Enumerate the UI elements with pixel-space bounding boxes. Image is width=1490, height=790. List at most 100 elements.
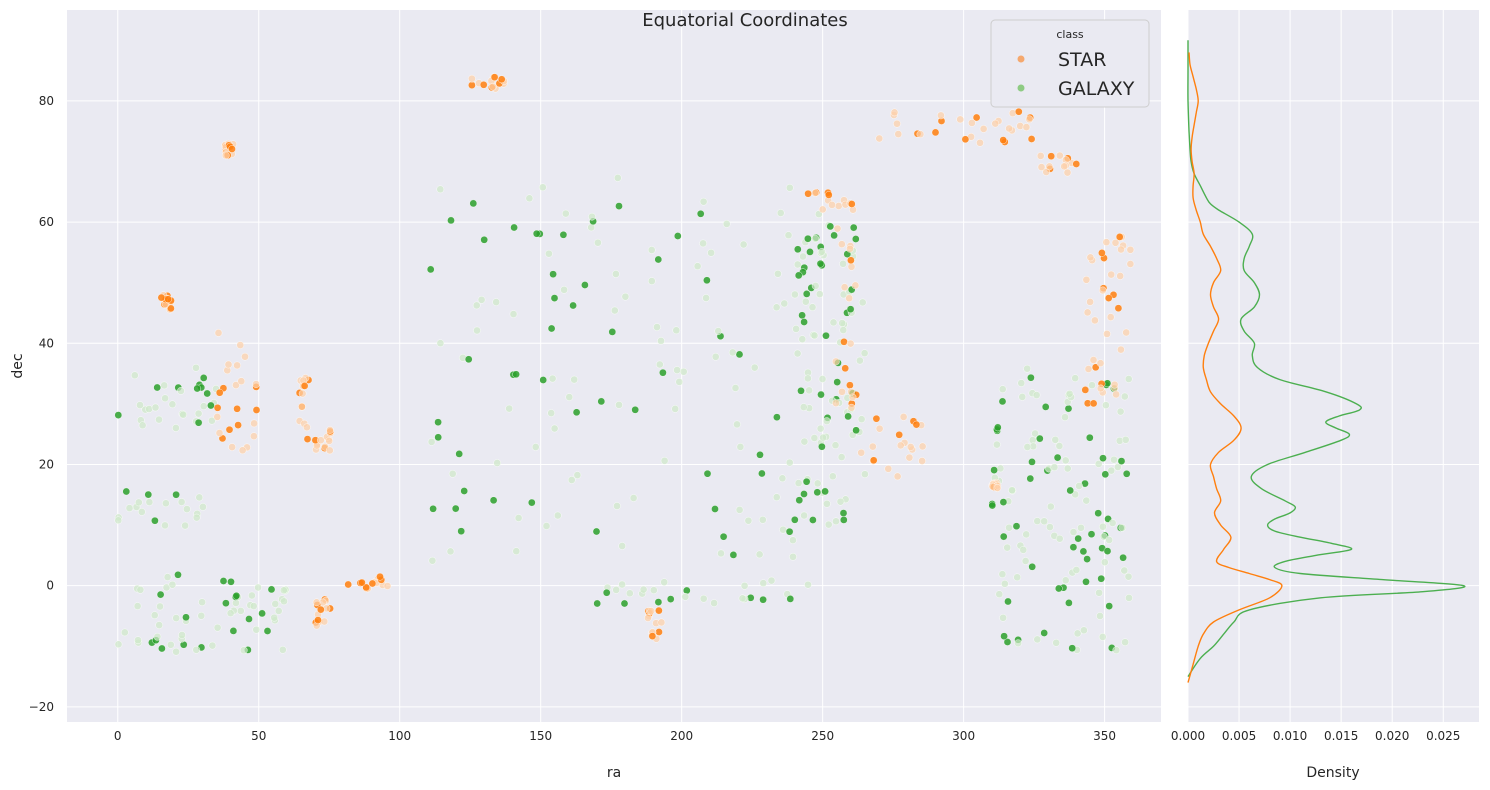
- data-point: [1055, 442, 1064, 450]
- data-point: [844, 412, 852, 421]
- data-point: [174, 571, 182, 579]
- data-point: [823, 417, 831, 425]
- data-point: [654, 255, 663, 264]
- data-point: [477, 295, 486, 304]
- data-point: [1082, 578, 1090, 586]
- data-point: [858, 298, 867, 307]
- data-point: [468, 81, 476, 89]
- data-point: [1072, 566, 1081, 574]
- data-point: [167, 304, 175, 313]
- data-point: [602, 588, 611, 597]
- data-point: [208, 641, 217, 650]
- data-point: [279, 586, 288, 595]
- data-point: [232, 381, 240, 389]
- data-point: [838, 319, 847, 327]
- data-point: [1103, 330, 1111, 338]
- data-point: [1036, 152, 1045, 160]
- data-point: [1126, 245, 1135, 254]
- data-point: [362, 583, 371, 592]
- scatter-x-ticks: 0 50 100 150 200 250 300 350: [114, 729, 1116, 743]
- data-point: [1096, 359, 1105, 368]
- density-line-star: [1187, 52, 1283, 683]
- data-point: [162, 499, 170, 508]
- data-point: [711, 352, 720, 361]
- density-plot-area: [1188, 10, 1479, 722]
- data-point: [800, 511, 808, 520]
- data-point: [248, 591, 256, 600]
- data-point: [429, 504, 437, 513]
- data-point: [479, 81, 488, 89]
- data-point: [849, 223, 858, 232]
- legend-title: class: [1056, 28, 1084, 41]
- data-point: [1082, 496, 1091, 505]
- data-point: [550, 294, 559, 302]
- data-point: [1089, 399, 1098, 408]
- data-point: [683, 586, 691, 595]
- data-point: [780, 299, 789, 308]
- data-point: [621, 292, 630, 301]
- data-point: [995, 590, 1004, 599]
- data-point: [833, 378, 842, 386]
- data-point: [312, 598, 321, 607]
- scatter-y-tick-label: 0: [46, 579, 54, 593]
- data-point: [1124, 375, 1133, 383]
- scatter-x-axis-label: ra: [607, 765, 621, 781]
- data-point: [968, 119, 976, 127]
- data-point: [672, 326, 681, 335]
- data-point: [800, 318, 808, 326]
- data-point: [219, 577, 228, 585]
- data-point: [215, 429, 224, 437]
- data-point: [1037, 163, 1046, 171]
- density-x-tick-label: 0.010: [1273, 729, 1307, 743]
- data-point: [1112, 390, 1120, 399]
- data-point: [199, 503, 207, 511]
- data-point: [1107, 270, 1115, 279]
- data-point: [999, 614, 1007, 622]
- data-point: [252, 625, 261, 634]
- data-point: [213, 623, 222, 632]
- data-point: [1103, 547, 1112, 555]
- data-point: [1080, 626, 1088, 635]
- data-point: [505, 404, 514, 413]
- legend-box: [990, 19, 1150, 108]
- data-point: [1055, 534, 1064, 543]
- data-point: [657, 337, 665, 345]
- data-point: [804, 374, 812, 383]
- data-point: [1065, 389, 1074, 398]
- data-point: [815, 290, 824, 298]
- data-point: [224, 360, 233, 369]
- data-point: [1072, 160, 1081, 168]
- data-point: [1121, 638, 1129, 647]
- data-point: [644, 614, 652, 622]
- data-point: [233, 404, 241, 413]
- data-point: [1079, 547, 1088, 556]
- data-point: [1122, 469, 1131, 478]
- data-point: [840, 283, 849, 292]
- data-point: [1005, 523, 1013, 532]
- data-point: [846, 339, 855, 348]
- legend-marker-galaxy: [1017, 84, 1025, 92]
- data-point: [1053, 453, 1062, 462]
- data-point: [719, 532, 728, 541]
- data-point: [847, 403, 856, 412]
- data-point: [137, 508, 146, 516]
- data-point: [916, 130, 925, 138]
- data-point: [151, 516, 159, 525]
- data-point: [1045, 162, 1054, 171]
- data-point: [133, 602, 142, 610]
- data-point: [221, 151, 230, 160]
- data-point: [612, 586, 621, 594]
- data-point: [750, 363, 759, 372]
- data-point: [1075, 482, 1083, 490]
- data-point: [510, 223, 518, 232]
- data-point: [588, 212, 596, 221]
- data-point: [831, 441, 840, 450]
- data-point: [811, 234, 820, 243]
- data-point: [710, 599, 718, 607]
- data-point: [1003, 638, 1012, 646]
- data-point: [227, 578, 235, 586]
- scatter-y-axis-label: dec: [10, 353, 26, 378]
- data-point: [554, 511, 562, 520]
- data-point: [145, 405, 153, 413]
